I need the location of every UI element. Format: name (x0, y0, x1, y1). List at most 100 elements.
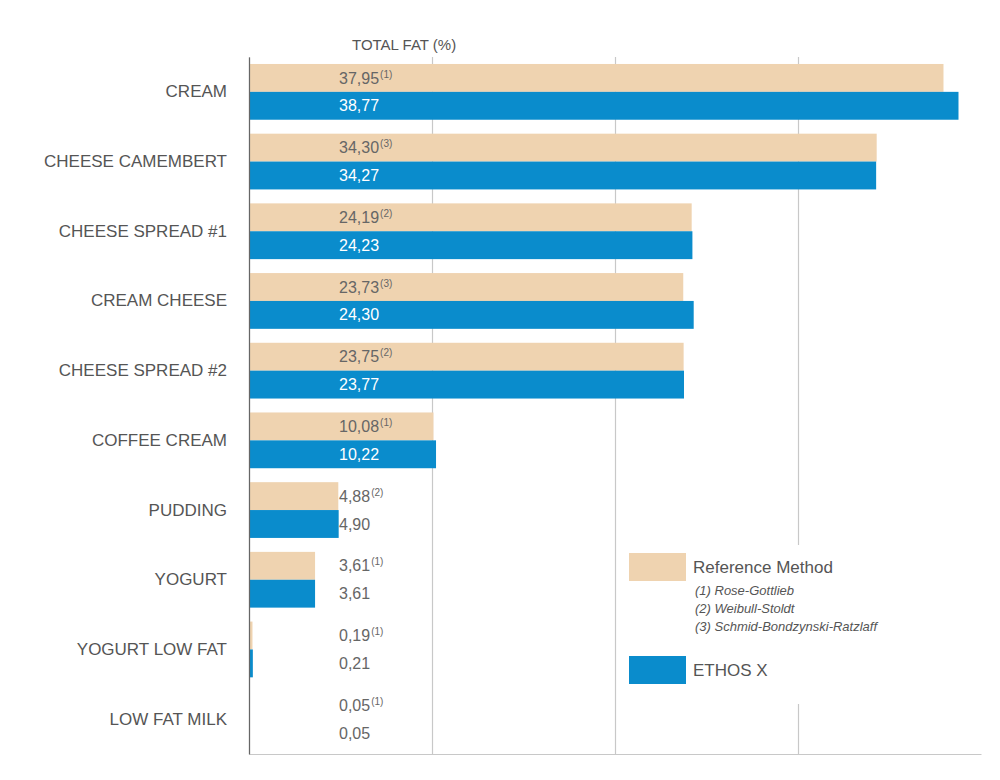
data-label-value: 0,05 (339, 697, 370, 714)
data-label-value: 10,22 (339, 446, 379, 463)
data-label: 23,77 (339, 376, 379, 393)
data-label-value: 37,95 (339, 70, 379, 87)
bars (249, 64, 958, 747)
data-label: 24,23 (339, 237, 379, 254)
bar (249, 231, 692, 259)
chart: CREAM CHEESE CAMEMBERT CHEESE SPREAD #1 CRE… (0, 0, 1000, 780)
data-label-note: (3) (380, 138, 392, 149)
data-label-note: (1) (371, 696, 383, 707)
category-label: CREAM (166, 82, 227, 101)
data-label-value: 34,30 (339, 139, 379, 156)
data-label: 4,90 (339, 516, 370, 533)
data-labels: 37,95(1)34,30(3)24,19(2)23,73(3)23,75(2)… (339, 69, 392, 742)
category-label: COFFEE CREAM (92, 431, 227, 450)
y-tick: CREAM (166, 82, 227, 101)
data-label-note: (2) (380, 208, 392, 219)
category-label: CREAM CHEESE (91, 291, 227, 310)
data-label: 23,73(3) (339, 278, 392, 296)
bar (249, 371, 684, 399)
bar (249, 552, 315, 580)
data-label: 38,77 (339, 97, 379, 114)
y-tick: CHEESE SPREAD #1 (59, 222, 227, 241)
grid-line (249, 57, 250, 754)
bar (249, 412, 433, 440)
y-tick: CHEESE SPREAD #2 (59, 361, 227, 380)
y-tick: CREAM CHEESE (91, 291, 227, 310)
legend: Reference Method (1) Rose-Gottlieb (2) Wei… (621, 545, 921, 704)
data-label-value: 23,77 (339, 376, 379, 393)
data-label-note: (1) (380, 69, 392, 80)
data-label-note: (3) (380, 278, 392, 289)
bar (249, 273, 683, 301)
bar (249, 510, 339, 538)
data-label: 0,05 (339, 725, 370, 742)
data-label-note: (1) (371, 626, 383, 637)
bar (249, 301, 694, 329)
bar (249, 92, 958, 120)
bar (249, 343, 684, 371)
data-label-value: 23,75 (339, 348, 379, 365)
data-label-note: (2) (371, 487, 383, 498)
bar (249, 134, 877, 162)
y-tick: COFFEE CREAM (92, 431, 227, 450)
legend-note: (1) Rose-Gottlieb (695, 583, 794, 598)
data-label-note: (1) (380, 417, 392, 428)
data-label-value: 4,88 (339, 488, 370, 505)
data-label: 10,08(1) (339, 417, 392, 435)
data-label: 34,27 (339, 167, 379, 184)
data-label-value: 24,23 (339, 237, 379, 254)
data-label-value: 0,21 (339, 655, 370, 672)
legend-note: (2) Weibull-Stoldt (695, 601, 796, 616)
legend-swatch (629, 656, 686, 684)
data-label: 24,30 (339, 306, 379, 323)
data-label-value: 3,61 (339, 557, 370, 574)
data-label-value: 4,90 (339, 516, 370, 533)
category-label: YOGURT (155, 570, 227, 589)
x-tick (249, 57, 250, 754)
data-label-value: 0,19 (339, 627, 370, 644)
data-label-value: 0,05 (339, 725, 370, 742)
data-label-value: 24,19 (339, 209, 379, 226)
x-axis-line (250, 754, 982, 755)
title: TOTAL FAT (%) (352, 36, 456, 53)
bar (249, 482, 338, 510)
data-label: 4,88(2) (339, 487, 383, 505)
bar (249, 440, 436, 468)
data-label-note: (2) (380, 347, 392, 358)
data-label: 0,05(1) (339, 696, 383, 714)
legend-label: Reference Method (693, 558, 833, 577)
data-label-value: 23,73 (339, 279, 379, 296)
data-label: 37,95(1) (339, 69, 392, 87)
bar (249, 64, 943, 92)
category-label: CHEESE SPREAD #2 (59, 361, 227, 380)
legend-swatch (629, 553, 686, 581)
y-tick: CHEESE CAMEMBERT (44, 152, 227, 171)
y-tick: PUDDING (149, 500, 227, 519)
data-label: 3,61 (339, 585, 370, 602)
category-label: LOW FAT MILK (110, 710, 228, 729)
data-label: 34,30(3) (339, 138, 392, 156)
bar (249, 162, 876, 190)
y-axis: CREAM CHEESE CAMEMBERT CHEESE SPREAD #1 CRE… (44, 58, 249, 755)
data-label: 0,19(1) (339, 626, 383, 644)
y-tick: YOGURT (155, 570, 227, 589)
legend-note: (3) Schmid-Bondzynski-Ratzlaff (695, 619, 878, 634)
data-label: 23,75(2) (339, 347, 392, 365)
y-axis-line (249, 58, 250, 755)
data-label: 0,21 (339, 655, 370, 672)
category-label: PUDDING (149, 500, 227, 519)
bar (249, 203, 692, 231)
bar (249, 580, 315, 608)
category-label: CHEESE SPREAD #1 (59, 222, 227, 241)
legend-label: ETHOS X (693, 661, 768, 680)
y-tick: YOGURT LOW FAT (77, 640, 227, 659)
legend-background (621, 545, 921, 704)
category-label: CHEESE CAMEMBERT (44, 152, 227, 171)
data-label: 3,61(1) (339, 556, 383, 574)
x-axis (250, 57, 982, 755)
data-label: 24,19(2) (339, 208, 392, 226)
y-tick: LOW FAT MILK (110, 710, 228, 729)
data-label-note: (1) (371, 556, 383, 567)
category-label: YOGURT LOW FAT (77, 640, 227, 659)
data-label: 10,22 (339, 446, 379, 463)
